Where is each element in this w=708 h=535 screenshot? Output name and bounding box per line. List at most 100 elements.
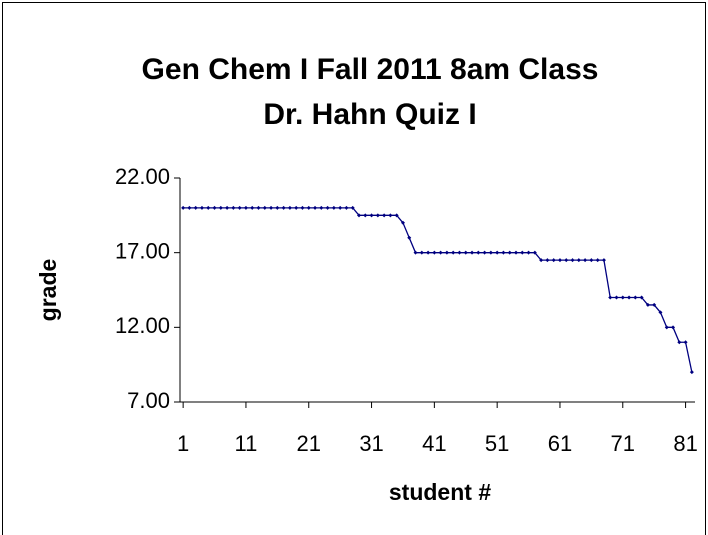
data-point <box>313 205 318 210</box>
data-point <box>438 250 443 255</box>
x-tick-label: 11 <box>235 431 258 456</box>
data-point <box>557 258 562 263</box>
data-point <box>350 205 355 210</box>
data-point <box>601 258 606 263</box>
data-point <box>250 205 255 210</box>
data-point <box>457 250 462 255</box>
data-point <box>375 213 380 218</box>
data-point <box>683 340 688 345</box>
data-point <box>451 250 456 255</box>
data-point <box>551 258 556 263</box>
x-tick-label: 51 <box>485 431 509 456</box>
data-point <box>671 325 676 330</box>
data-point <box>388 213 393 218</box>
data-point <box>501 250 506 255</box>
data-point <box>394 213 399 218</box>
chart-title: Dr. Hahn Quiz I <box>263 98 476 131</box>
x-tick-label: 41 <box>422 431 446 456</box>
data-point <box>507 250 512 255</box>
data-point <box>237 205 242 210</box>
x-tick-label: 21 <box>297 431 321 456</box>
data-point <box>470 250 475 255</box>
data-point <box>363 213 368 218</box>
x-tick-label: 71 <box>611 431 635 456</box>
data-point <box>514 250 519 255</box>
data-point <box>645 302 650 307</box>
data-point <box>608 295 613 300</box>
data-point <box>526 250 531 255</box>
data-point <box>193 205 198 210</box>
data-point <box>212 205 217 210</box>
data-point <box>476 250 481 255</box>
data-point <box>356 213 361 218</box>
data-point <box>206 205 211 210</box>
data-point <box>539 258 544 263</box>
data-point <box>419 250 424 255</box>
data-point <box>564 258 569 263</box>
data-point <box>325 205 330 210</box>
y-tick-label: 12.00 <box>115 313 170 338</box>
data-point <box>677 340 682 345</box>
data-line <box>183 207 693 373</box>
data-point <box>281 205 286 210</box>
data-point <box>269 205 274 210</box>
data-point <box>532 250 537 255</box>
data-point <box>627 295 632 300</box>
data-point <box>181 205 186 210</box>
y-axis-label: grade <box>35 259 61 322</box>
data-point <box>187 205 192 210</box>
data-point <box>589 258 594 263</box>
data-point <box>225 205 230 210</box>
data-point <box>218 205 223 210</box>
data-point <box>545 258 550 263</box>
data-point <box>488 250 493 255</box>
y-tick-label: 22.00 <box>115 164 170 189</box>
data-point <box>444 250 449 255</box>
data-point <box>576 258 581 263</box>
data-point <box>275 205 280 210</box>
data-point <box>689 370 694 375</box>
data-point <box>338 205 343 210</box>
data-point <box>287 205 292 210</box>
data-point <box>413 250 418 255</box>
data-point <box>426 250 431 255</box>
data-point <box>382 213 387 218</box>
data-point <box>262 205 267 210</box>
data-point <box>633 295 638 300</box>
data-point <box>344 205 349 210</box>
chart-title: Gen Chem I Fall 2011 8am Class <box>142 53 599 86</box>
data-point <box>664 325 669 330</box>
x-axis-label: student # <box>389 479 491 505</box>
data-point <box>583 258 588 263</box>
data-point <box>300 205 305 210</box>
x-tick-label: 81 <box>673 431 697 456</box>
data-point <box>652 302 657 307</box>
data-point <box>199 205 204 210</box>
data-point <box>400 220 405 225</box>
data-point <box>231 205 236 210</box>
data-point <box>570 258 575 263</box>
data-point <box>306 205 311 210</box>
x-tick-label: 31 <box>359 431 383 456</box>
data-point <box>620 295 625 300</box>
data-point <box>243 205 248 210</box>
data-point <box>495 250 500 255</box>
x-tick-label: 61 <box>548 431 572 456</box>
x-tick-label: 1 <box>177 431 189 456</box>
data-point <box>432 250 437 255</box>
data-point <box>658 310 663 315</box>
data-point <box>294 205 299 210</box>
y-tick-label: 17.00 <box>115 238 170 263</box>
data-point <box>331 205 336 210</box>
data-point <box>639 295 644 300</box>
data-point <box>463 250 468 255</box>
y-tick-label: 7.00 <box>127 388 170 413</box>
data-point <box>614 295 619 300</box>
data-point <box>369 213 374 218</box>
data-point <box>319 205 324 210</box>
data-point <box>482 250 487 255</box>
data-point <box>407 235 412 240</box>
data-point <box>256 205 261 210</box>
